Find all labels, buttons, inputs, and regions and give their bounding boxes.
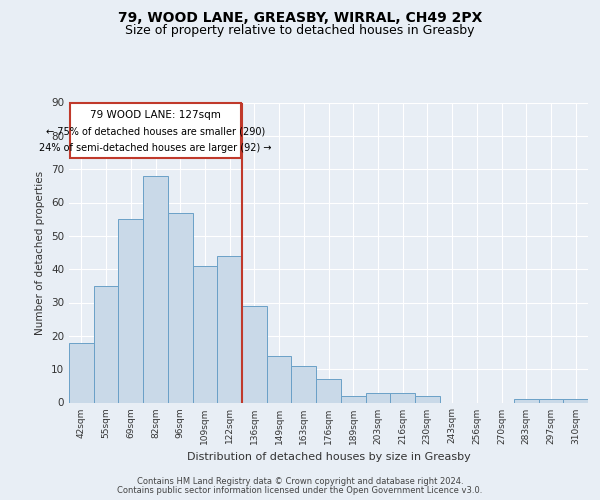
Text: 79, WOOD LANE, GREASBY, WIRRAL, CH49 2PX: 79, WOOD LANE, GREASBY, WIRRAL, CH49 2PX (118, 11, 482, 25)
Bar (118, 219, 143, 402)
Bar (292, 366, 316, 403)
Bar (514, 399, 539, 402)
Text: Size of property relative to detached houses in Greasby: Size of property relative to detached ho… (125, 24, 475, 37)
Bar (539, 399, 563, 402)
X-axis label: Distribution of detached houses by size in Greasby: Distribution of detached houses by size … (187, 452, 470, 462)
Bar (168, 212, 193, 402)
Bar (316, 379, 341, 402)
Bar (563, 399, 588, 402)
Text: Contains HM Land Registry data © Crown copyright and database right 2024.: Contains HM Land Registry data © Crown c… (137, 477, 463, 486)
Text: ← 75% of detached houses are smaller (290): ← 75% of detached houses are smaller (29… (46, 126, 265, 136)
Text: 24% of semi-detached houses are larger (92) →: 24% of semi-detached houses are larger (… (39, 142, 272, 152)
Text: Contains public sector information licensed under the Open Government Licence v3: Contains public sector information licen… (118, 486, 482, 495)
Y-axis label: Number of detached properties: Number of detached properties (35, 170, 46, 334)
Bar (365, 392, 390, 402)
Bar (69, 342, 94, 402)
Bar (242, 306, 267, 402)
Bar (341, 396, 365, 402)
Text: 79 WOOD LANE: 127sqm: 79 WOOD LANE: 127sqm (90, 110, 221, 120)
Bar (70, 102, 241, 158)
Bar (390, 392, 415, 402)
Bar (94, 286, 118, 403)
Bar (193, 266, 217, 402)
Bar (217, 256, 242, 402)
Bar (415, 396, 440, 402)
Bar (143, 176, 168, 402)
Bar (267, 356, 292, 403)
